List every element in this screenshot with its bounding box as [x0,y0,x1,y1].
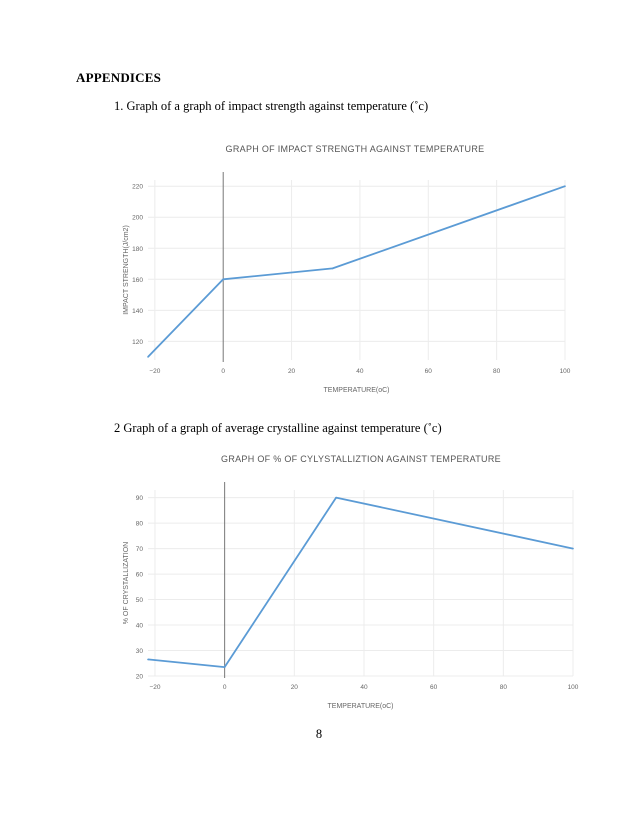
chart-2-title: GRAPH OF % OF CYLYSTALLIZTION AGAINST TE… [221,454,501,464]
chart-1-caption: 1. Graph of a graph of impact strength a… [114,99,429,113]
chart-2-data-point [335,496,337,499]
chart-2-y-axis-label: % OF CRYSTALLIZATION [123,542,130,624]
crystallization-chart: GRAPH OF % OF CYLYSTALLIZTION AGAINST TE… [123,454,579,710]
chart-1-x-tick-label: 40 [356,368,364,375]
chart-2-x-tick-label: −20 [149,684,160,691]
chart-1-y-tick-label: 140 [132,308,143,315]
chart-1-y-tick-label: 180 [132,246,143,253]
chart-1-x-tick-label: 60 [425,368,433,375]
chart-2-y-tick-label: 50 [136,597,144,604]
chart-1-y-axis-label: IMPACT STRENGTH(J/cm2) [123,225,130,315]
chart-2-caption: 2 Graph of a graph of average crystallin… [114,421,442,435]
chart-2-y-tick-label: 40 [136,623,144,630]
chart-2-x-tick-label: 60 [430,684,438,691]
chart-1-x-tick-label: 20 [288,368,296,375]
appendices-heading: APPENDICES [76,70,162,85]
chart-1-y-tick-label: 200 [132,215,143,222]
chart-1-data-point [564,185,566,188]
chart-1-x-tick-label: −20 [149,368,160,375]
chart-2-x-axis-label: TEMPERATURE(oC) [328,703,394,710]
chart-2-y-tick-label: 90 [136,495,144,502]
chart-2-y-tick-label: 70 [136,546,144,553]
chart-1-x-tick-label: 0 [221,368,225,375]
chart-2-x-tick-label: 20 [291,684,299,691]
chart-2-x-tick-label: 100 [568,684,579,691]
chart-1-x-tick-label: 100 [560,368,571,375]
chart-2-y-tick-label: 60 [136,572,144,579]
chart-2-y-tick-label: 30 [136,648,144,655]
chart-2-data-point [147,658,149,661]
chart-1-y-tick-label: 120 [132,339,143,346]
chart-2-series-line [147,496,574,669]
chart-1-title: GRAPH OF IMPACT STRENGTH AGAINST TEMPERA… [226,144,485,154]
chart-1-y-tick-label: 220 [132,184,143,191]
chart-1-data-point [222,278,224,281]
page-number: 8 [315,727,323,741]
chart-2-y-tick-label: 80 [136,521,144,528]
chart-1-x-axis-label: TEMPERATURE(oC) [324,387,390,394]
chart-2-x-tick-label: 0 [223,684,227,691]
chart-1-x-tick-label: 80 [493,368,501,375]
chart-2-x-tick-label: 40 [360,684,368,691]
chart-2-x-tick-label: 80 [500,684,508,691]
chart-1-data-point [331,267,334,270]
chart-2-data-point [223,666,226,668]
chart-2-data-point [572,547,574,550]
chart-1-data-point [147,356,149,358]
chart-2-y-tick-label: 20 [136,674,144,681]
chart-1-y-tick-label: 160 [132,277,143,284]
impact-strength-chart: GRAPH OF IMPACT STRENGTH AGAINST TEMPERA… [123,144,571,394]
chart-1-series-line [147,185,566,358]
